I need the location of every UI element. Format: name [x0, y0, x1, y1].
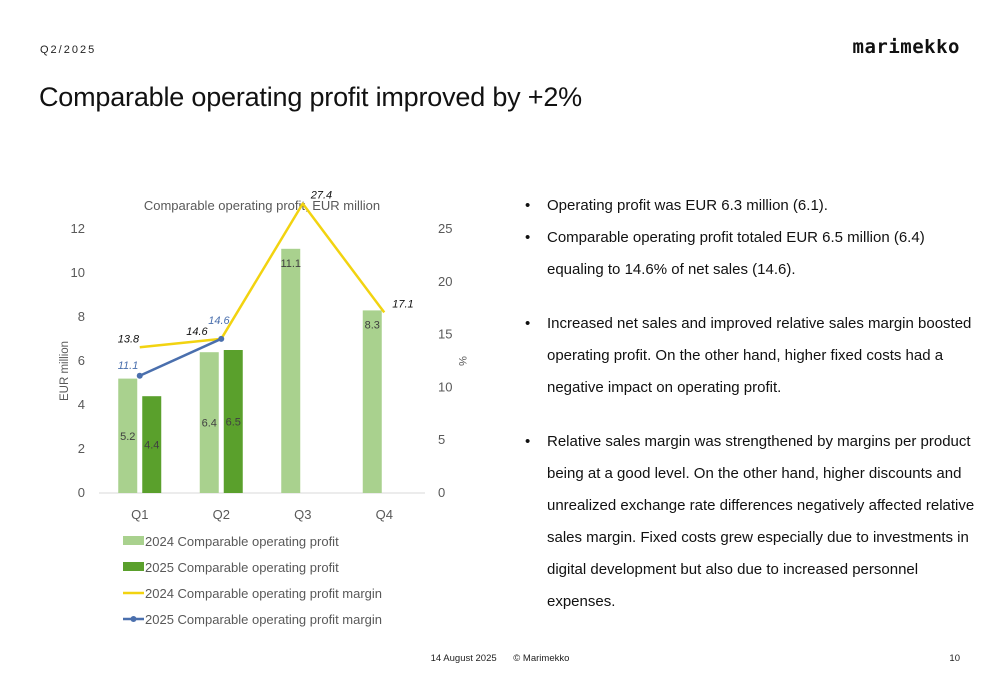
y-tick-label: 8	[78, 309, 85, 324]
series-line	[139, 337, 222, 377]
bar-data-label: 11.1	[280, 258, 301, 270]
operating-profit-chart: Comparable operating profit, EUR million…	[59, 190, 468, 627]
y2-tick-label: 10	[438, 379, 452, 394]
y2-tick-label: 5	[438, 432, 445, 447]
series-line	[139, 202, 386, 349]
line-data-label: 11.1	[118, 360, 139, 372]
y-tick-label: 12	[71, 221, 85, 236]
bar	[142, 396, 162, 493]
y-tick-label: 10	[71, 265, 85, 280]
report-period: Q2/2025	[40, 44, 97, 56]
bar	[199, 352, 219, 493]
line-data-label: 14.6	[186, 326, 208, 338]
x-tick-label: Q3	[294, 507, 311, 522]
bar	[118, 378, 138, 493]
bullet-list: Operating profit was EUR 6.3 million (6.…	[525, 190, 975, 618]
bar	[281, 248, 301, 493]
footer-date: 14 August 2025	[430, 653, 497, 664]
line-marker	[218, 335, 225, 342]
y-tick-label: 4	[78, 397, 85, 412]
bar-data-label: 6.4	[202, 418, 217, 430]
footer: 14 August 2025 © Marimekko	[0, 653, 1000, 664]
y-axis-title: EUR million	[59, 341, 71, 401]
legend-marker	[130, 616, 137, 622]
y-tick-label: 0	[78, 485, 85, 500]
y2-axis-title: %	[456, 356, 468, 366]
legend-label: 2024 Comparable operating profit	[145, 534, 339, 549]
line-data-label: 14.6	[208, 315, 230, 327]
chart-title: Comparable operating profit, EUR million	[144, 198, 380, 213]
y2-tick-label: 0	[438, 485, 445, 500]
y-tick-label: 2	[78, 441, 85, 456]
y-tick-label: 6	[78, 353, 85, 368]
bar	[223, 350, 243, 493]
y2-tick-label: 15	[438, 327, 452, 342]
footer-copyright: © Marimekko	[513, 653, 570, 664]
legend-swatch	[123, 536, 144, 545]
bar	[362, 310, 382, 493]
line-data-label: 13.8	[118, 333, 140, 345]
bullet-item: Increased net sales and improved relativ…	[525, 308, 975, 404]
line-data-label: 17.1	[392, 298, 413, 310]
bar-data-label: 4.4	[144, 440, 159, 452]
legend-label: 2025 Comparable operating profit margin	[145, 612, 382, 627]
y2-tick-label: 25	[438, 221, 452, 236]
bullet-item: Operating profit was EUR 6.3 million (6.…	[525, 190, 975, 222]
bar-data-label: 6.5	[226, 417, 241, 429]
y2-tick-label: 20	[438, 274, 452, 289]
x-tick-label: Q2	[213, 507, 230, 522]
bar-data-label: 8.3	[365, 319, 380, 331]
legend-swatch	[123, 562, 144, 571]
slide-title: Comparable operating profit improved by …	[39, 82, 582, 112]
bullet-item: Comparable operating profit totaled EUR …	[525, 222, 975, 286]
company-logo: marimekko	[852, 36, 960, 58]
legend-label: 2024 Comparable operating profit margin	[145, 586, 382, 601]
line-data-label: 27.4	[310, 190, 332, 202]
bullet-item: Relative sales margin was strengthened b…	[525, 426, 975, 618]
line-marker	[136, 372, 143, 379]
legend-label: 2025 Comparable operating profit	[145, 560, 339, 575]
x-tick-label: Q1	[131, 507, 148, 522]
x-tick-label: Q4	[376, 507, 393, 522]
page-number: 10	[949, 653, 960, 664]
bar-data-label: 5.2	[120, 431, 135, 443]
